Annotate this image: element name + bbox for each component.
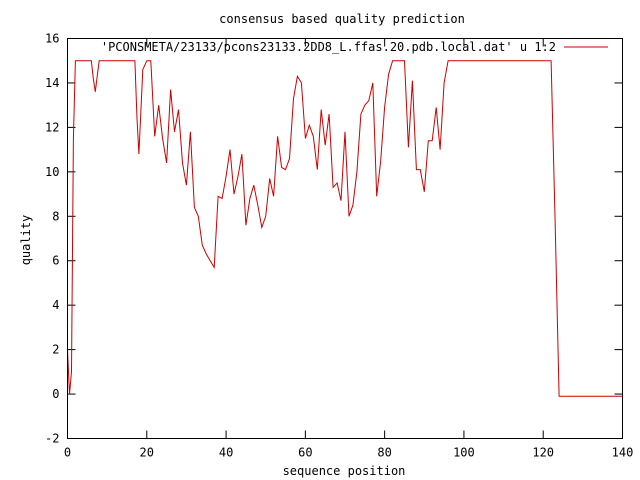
y-tick-label: 6 <box>52 254 59 268</box>
y-axis: -2 0 2 4 6 8 10 12 14 16 <box>45 32 623 446</box>
y-tick-label: 12 <box>45 120 59 134</box>
x-axis-label: sequence position <box>283 464 406 478</box>
legend-label: 'PCONSMETA/23133/pcons23133.2DD8_L.ffas.… <box>101 40 556 54</box>
x-tick-label: 0 <box>64 446 71 460</box>
x-axis: 0 20 40 60 80 100 120 140 <box>64 38 634 460</box>
x-tick-label: 120 <box>532 446 554 460</box>
y-tick-label: 2 <box>52 343 59 357</box>
x-tick-label: 40 <box>219 446 233 460</box>
y-tick-label: 14 <box>45 76 59 90</box>
y-tick-label: 4 <box>52 298 59 312</box>
series-line <box>67 60 623 397</box>
y-tick-label: 16 <box>45 32 59 46</box>
y-tick-label: -2 <box>45 432 59 446</box>
x-tick-label: 60 <box>298 446 312 460</box>
chart-title: consensus based quality prediction <box>219 12 465 26</box>
y-axis-label: quality <box>19 215 33 266</box>
x-tick-label: 80 <box>377 446 391 460</box>
x-tick-label: 140 <box>612 446 634 460</box>
y-tick-label: 8 <box>52 209 59 223</box>
y-tick-label: 10 <box>45 165 59 179</box>
x-tick-label: 20 <box>140 446 154 460</box>
x-tick-label: 100 <box>453 446 475 460</box>
plot-frame <box>67 38 623 439</box>
y-tick-label: 0 <box>52 387 59 401</box>
